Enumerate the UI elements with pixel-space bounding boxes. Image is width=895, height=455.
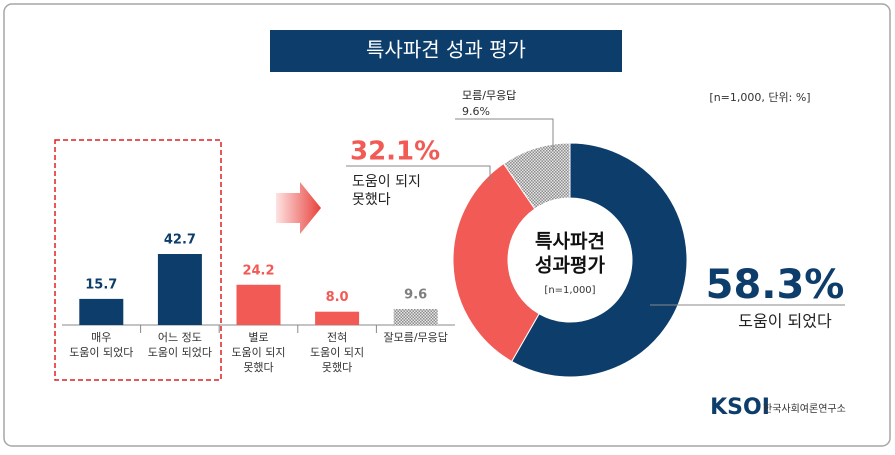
x-tick-label: 매우 (91, 331, 111, 344)
value-label: 8.0 (326, 290, 349, 305)
x-tick-label: 전혀 (327, 331, 347, 344)
value-label: 58.3% (706, 262, 845, 308)
leader-line (346, 165, 491, 182)
value-label: 42.7 (164, 233, 196, 248)
highlight-box (54, 139, 222, 381)
bar (236, 284, 281, 325)
donut-slice (511, 142, 688, 378)
x-tick-label: 잘모름/무응답 (383, 331, 447, 344)
bar (79, 298, 124, 325)
x-tick-label: 못했다 (322, 361, 352, 374)
value-label: 9.6 (404, 288, 427, 303)
slice-label: 도움이 되었다 (738, 312, 832, 331)
arrow (276, 182, 321, 234)
center-text: 성과평가 (535, 255, 605, 277)
value-label: 15.7 (85, 277, 117, 292)
x-tick-label: 도움이 되지 (231, 346, 285, 359)
donut-slice (452, 162, 540, 363)
bar (157, 254, 202, 325)
x-tick-label: 못했다 (243, 361, 273, 374)
bar (315, 311, 360, 325)
value-label: 24.2 (242, 263, 274, 278)
slice-label: 모름/무응답 (462, 89, 516, 102)
slice-label: 못했다 (352, 192, 391, 208)
x-tick-label: 도움이 되지 (310, 346, 364, 359)
x-tick-label: 도움이 되었다 (69, 346, 133, 359)
chart-title: 특사파견 성과 평가 (366, 38, 526, 62)
slice-label: 도움이 되지 (352, 174, 421, 190)
donut-slice (502, 142, 571, 210)
center-note: [n=1,000] (544, 285, 595, 296)
logo-mark: KSOI (710, 395, 770, 420)
note: [n=1,000, 단위: %] (709, 91, 810, 104)
value-label: 9.6% (462, 105, 490, 118)
value-label: 32.1% (350, 137, 440, 167)
center-text: 특사파견 (535, 231, 605, 253)
x-tick-label: 별로 (248, 331, 268, 344)
logo-name: 한국사회여론연구소 (763, 403, 846, 415)
x-tick-label: 어느 정도 (158, 331, 202, 344)
bar (393, 309, 438, 325)
x-tick-label: 도움이 되었다 (148, 346, 212, 359)
title-box (270, 30, 622, 72)
frame (3, 3, 891, 447)
leader-line (455, 118, 554, 150)
